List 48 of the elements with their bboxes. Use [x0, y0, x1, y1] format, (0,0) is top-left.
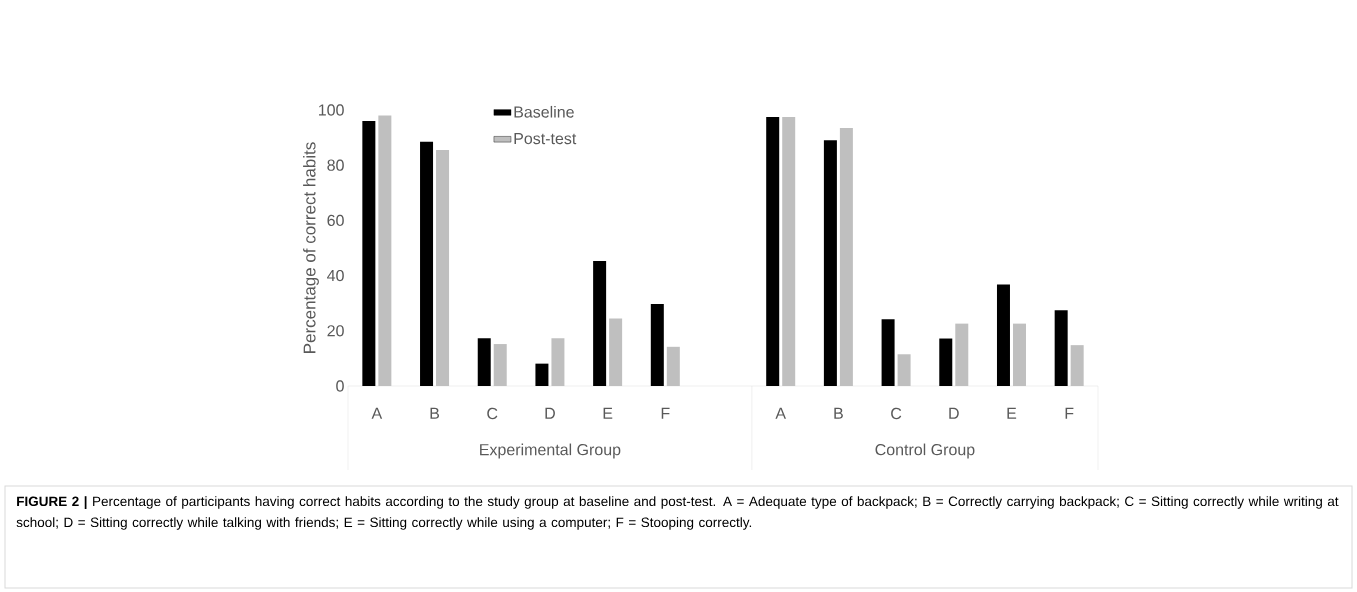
y-tick-label: 40 [327, 269, 344, 282]
bar [609, 318, 623, 386]
bar [955, 323, 969, 386]
y-tick-label: 80 [327, 159, 344, 171]
bar [420, 141, 434, 386]
legend-label: Post-test [514, 133, 577, 145]
x-tick-label: B [834, 407, 843, 419]
y-tick-label: 20 [327, 325, 344, 337]
x-tick-label: B [430, 407, 440, 419]
bar [996, 284, 1010, 386]
bar [766, 116, 780, 386]
x-tick-label: D [545, 407, 555, 419]
x-tick-label: C [487, 407, 498, 420]
x-tick-label: F [1065, 407, 1074, 419]
text: Experimental Group [480, 443, 621, 459]
x-tick-label: C [891, 407, 902, 420]
y-tick-label: 100 [319, 104, 344, 116]
x-tick-label: A [371, 407, 383, 419]
bar [823, 140, 837, 386]
y-axis-title: Percentage of correct habits [303, 142, 319, 353]
x-tick-label: F [661, 407, 670, 419]
bar [666, 346, 680, 386]
y-tick-label: 0 [336, 380, 344, 392]
bar [593, 260, 607, 386]
bar [839, 127, 853, 386]
x-tick-label: E [603, 407, 613, 419]
bar [1012, 323, 1026, 386]
text: FIGURE 2 | Percentage of participants having correct habits according to the study group at baseline and post-test. A = Adequate type of backpack; B = Correctly carrying backpack; C = Sitting correctly while writing at school; D = Sitting correctly while talking with friends; E = Sitting correctly while using a computer; F = Stooping correctly. [16, 496, 1339, 530]
bar [493, 344, 507, 386]
bar [782, 116, 796, 386]
legend-label: Baseline [514, 105, 574, 118]
bar [378, 115, 392, 386]
x-tick-label: D [949, 407, 959, 419]
bar [1054, 310, 1068, 386]
bar [551, 338, 565, 386]
bar [436, 150, 450, 386]
bar [650, 304, 664, 386]
bar [477, 338, 491, 386]
text: Control Group [875, 443, 975, 459]
bar [881, 319, 895, 386]
bar [362, 121, 376, 386]
x-tick-label: E [1007, 407, 1017, 419]
bar [897, 354, 911, 386]
bar [535, 363, 549, 386]
y-tick-label: 60 [327, 214, 344, 227]
bar [939, 338, 953, 386]
bar [1070, 345, 1084, 386]
x-tick-label: A [775, 407, 786, 419]
